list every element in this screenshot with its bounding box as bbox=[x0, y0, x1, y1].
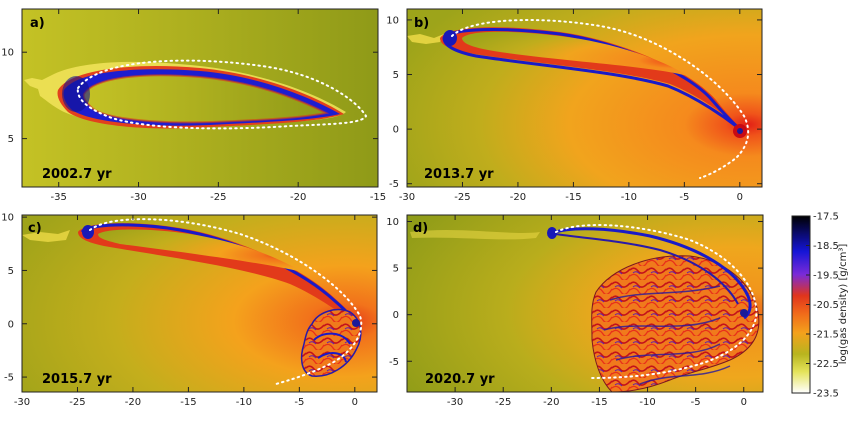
panel-c-letter: c) bbox=[28, 221, 42, 236]
colorbar-tick-label: -19.5 bbox=[813, 271, 839, 282]
colorbar-tick-label: -23.5 bbox=[813, 389, 839, 400]
panel-c-xtick-label: -10 bbox=[236, 397, 252, 408]
panel-b-xtick-label: -30 bbox=[399, 192, 415, 203]
panel-d-xtick-label: 0 bbox=[741, 397, 747, 408]
colorbar-tick-label: -21.5 bbox=[813, 330, 839, 341]
panel-c-xtick-label: -30 bbox=[14, 397, 30, 408]
panel-c-cloud-outer bbox=[78, 223, 356, 324]
panel-c-frame bbox=[21, 214, 378, 393]
panel-d-center-mass bbox=[740, 309, 748, 317]
panel-b-ytick-label: 0 bbox=[393, 125, 399, 136]
panel-c-ytick-label: 0 bbox=[8, 319, 14, 330]
panel-b-ytick-label: -5 bbox=[389, 179, 399, 190]
panel-a: a) 2002.7 yr -35 -30 -25 -20 -15 10 5 bbox=[1, 8, 386, 203]
panel-c-cloud-tail bbox=[22, 230, 70, 242]
colorbar-label: log(gas density) [g/cm³] bbox=[838, 244, 849, 365]
panel-a-xtick-label: -15 bbox=[370, 192, 386, 203]
panel-d: d) 2020.7 yr -30 -25 -20 -15 -10 -5 0 10 5 0 -5 bbox=[386, 214, 764, 408]
panel-b-xtick-label: -5 bbox=[679, 192, 689, 203]
panel-b-xtick-label: -20 bbox=[510, 192, 526, 203]
panel-a-cloud-hole bbox=[83, 75, 326, 123]
panel-d-xtick-label: -25 bbox=[495, 397, 511, 408]
panel-c-ytick-label: 5 bbox=[8, 266, 14, 277]
panel-c-center-mass bbox=[352, 319, 360, 327]
panel-b-xtick-label: -10 bbox=[621, 192, 637, 203]
colorbar-tick-label: -20.5 bbox=[813, 300, 839, 311]
panel-c-xtick-label: -20 bbox=[125, 397, 141, 408]
panel-c-xtick-label: -15 bbox=[180, 397, 196, 408]
panel-c-axes: -30 -25 -20 -15 -10 -5 0 10 5 0 -5 bbox=[1, 213, 377, 408]
colorbar-tick-label: -22.5 bbox=[813, 359, 839, 370]
panel-a-epoch: 2002.7 yr bbox=[42, 167, 112, 182]
panel-a-ytick-label: 5 bbox=[8, 134, 14, 145]
panel-d-ytick-label: 5 bbox=[393, 264, 399, 275]
panel-b-cloud-tail bbox=[407, 34, 444, 44]
panel-a-xtick-label: -20 bbox=[290, 192, 306, 203]
colorbar: -17.5 -18.5 -19.5 -20.5 -21.5 -22.5 -23.5 log(… bbox=[791, 212, 849, 400]
panel-d-xtick-label: -15 bbox=[591, 397, 607, 408]
colorbar-ticks: -17.5 -18.5 -19.5 -20.5 -21.5 -22.5 -23.5 bbox=[806, 212, 839, 400]
panel-c-ytick-label: -5 bbox=[4, 373, 14, 384]
panel-c-ytick-label: 10 bbox=[1, 213, 14, 224]
panel-b-frame bbox=[406, 8, 763, 188]
panel-b-ytick-label: 5 bbox=[393, 70, 399, 81]
panel-b: b) 2013.7 yr -30 -25 -20 -15 -10 -5 0 10 5 0 -5 bbox=[386, 8, 763, 203]
panel-d-xtick-label: -30 bbox=[447, 397, 463, 408]
panel-d-axes: -30 -25 -20 -15 -10 -5 0 10 5 0 -5 bbox=[386, 215, 763, 408]
panel-d-letter: d) bbox=[413, 221, 428, 236]
panel-b-letter: b) bbox=[414, 16, 429, 31]
panel-a-axes: -35 -30 -25 -20 -15 10 5 bbox=[1, 9, 386, 203]
panel-b-xtick-label: 0 bbox=[737, 192, 743, 203]
panel-b-ytick-label: 10 bbox=[386, 15, 399, 26]
panel-c-epoch: 2015.7 yr bbox=[42, 372, 112, 387]
panel-b-orbit bbox=[451, 19, 750, 179]
panel-d-ytick-label: 10 bbox=[386, 217, 399, 228]
panel-c-xtick-label: 0 bbox=[352, 397, 358, 408]
panel-a-ytick-label: 10 bbox=[1, 48, 14, 59]
panel-d-cloud-head bbox=[547, 227, 557, 239]
panel-c-xtick-label: -5 bbox=[294, 397, 304, 408]
panel-b-epoch: 2013.7 yr bbox=[424, 167, 494, 182]
panel-b-axes: -30 -25 -20 -15 -10 -5 0 10 5 0 -5 bbox=[386, 9, 762, 203]
panel-b-xtick-label: -25 bbox=[454, 192, 470, 203]
panel-d-cloud-tail bbox=[410, 230, 540, 240]
panel-d-frame bbox=[406, 214, 764, 393]
panel-a-cloud-head bbox=[62, 76, 90, 112]
colorbar-tick-label: -18.5 bbox=[813, 241, 839, 252]
colorbar-tick-label: -17.5 bbox=[813, 212, 839, 223]
panel-d-epoch: 2020.7 yr bbox=[425, 372, 495, 387]
panel-a-xtick-label: -25 bbox=[210, 192, 226, 203]
panel-d-orbit bbox=[555, 224, 758, 379]
panel-b-xtick-label: -15 bbox=[565, 192, 581, 203]
panel-a-xtick-label: -30 bbox=[130, 192, 146, 203]
panel-a-letter: a) bbox=[30, 16, 45, 31]
panel-d-xtick-label: -5 bbox=[691, 397, 701, 408]
panel-c-cloud-head bbox=[82, 225, 94, 239]
panel-d-cloud-ring bbox=[551, 227, 752, 320]
panel-c-cloud-hole bbox=[98, 229, 302, 272]
panel-d-ytick-label: 0 bbox=[393, 310, 399, 321]
panel-d-xtick-label: -20 bbox=[543, 397, 559, 408]
panel-c: c) 2015.7 yr -30 -25 -20 -15 -10 -5 0 10 5 0 -5 bbox=[1, 213, 378, 408]
panel-a-frame bbox=[21, 8, 379, 188]
panel-a-orbit bbox=[76, 59, 368, 130]
panel-b-cloud-hole bbox=[462, 31, 688, 76]
panel-d-ytick-label: -5 bbox=[389, 357, 399, 368]
panel-d-xtick-label: -10 bbox=[639, 397, 655, 408]
panel-a-xtick-label: -35 bbox=[51, 192, 67, 203]
panel-c-xtick-label: -25 bbox=[69, 397, 85, 408]
panel-b-cloud-head bbox=[443, 30, 457, 46]
